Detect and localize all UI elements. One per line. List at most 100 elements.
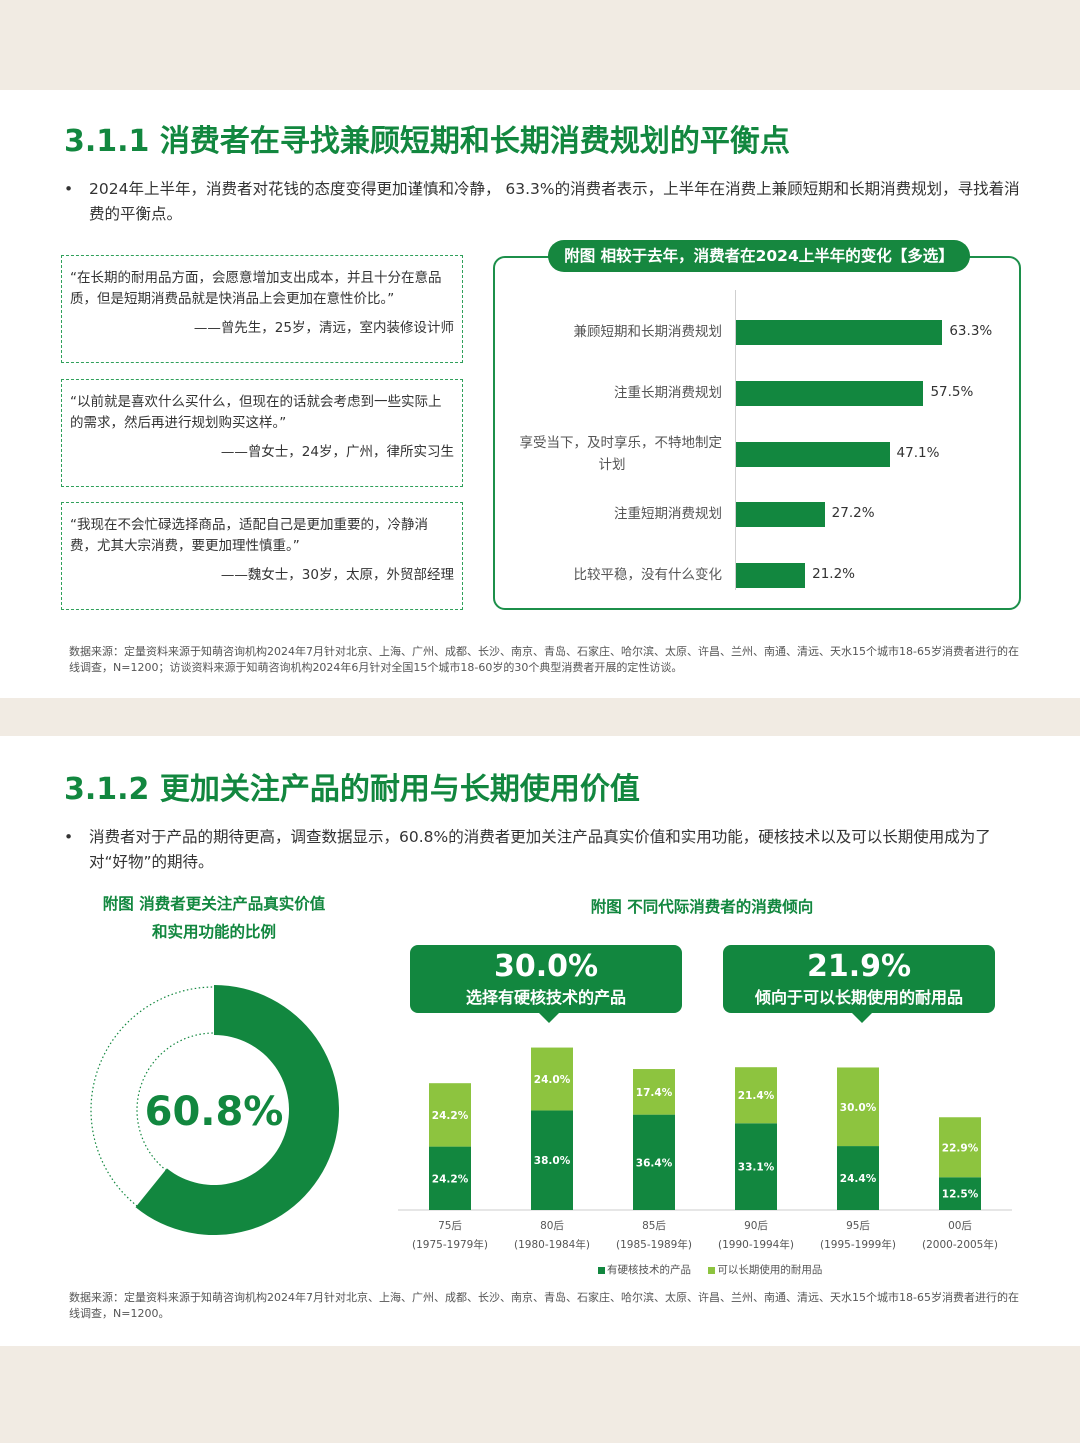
x-tick-label: 85后	[642, 1220, 666, 1232]
data-source-note: 数据来源：定量资料来源于知萌咨询机构2024年7月针对北京、上海、广州、成都、长…	[69, 1291, 1019, 1320]
hbar-category-line: 比较平稳，没有什么变化	[573, 567, 723, 583]
stacked-bar-segment	[939, 1117, 981, 1178]
donut-slice	[135, 985, 339, 1235]
donut-center-label: 60.8%	[145, 1089, 284, 1135]
donut-caption: 附图 消费者更关注产品真实价值 和实用功能的比例	[64, 890, 364, 946]
hbar-category-line: 注重短期消费规划	[614, 506, 722, 522]
segment-value-label: 30.0%	[840, 1102, 877, 1114]
stacked-bar-segment	[837, 1146, 879, 1210]
stacked-bar-segment	[429, 1146, 471, 1210]
stacked-bar-caption: 附图 不同代际消费者的消费倾向	[590, 898, 814, 916]
hbar-category-label: 享受当下，及时享乐，不特地制定计划	[502, 432, 723, 476]
hbar-category-label: 兼顾短期和长期消费规划	[502, 321, 723, 343]
x-tick-label: 00后	[948, 1220, 972, 1232]
stacked-bar-segment	[735, 1067, 777, 1124]
segment-value-label: 21.4%	[738, 1090, 775, 1102]
callout-value: 30.0%	[493, 949, 599, 984]
hbar-value-label: 47.1%	[896, 445, 940, 461]
summary-text: 2024年上半年，消费者对花钱的态度变得更加谨慎和冷静， 63.3%的消费者表示…	[89, 180, 1020, 223]
hbar-value-label: 57.5%	[930, 384, 974, 400]
segment-value-label: 22.9%	[942, 1142, 979, 1154]
slide-2: 3.1.2 更加关注产品的耐用与长期使用价值 • 消费者对于产品的期待更高，调查…	[0, 736, 1080, 1346]
quote-author: ——曾先生，25岁，清远，室内装修设计师	[193, 320, 454, 336]
stacked-bar-segment	[531, 1047, 573, 1111]
quote-text: “我现在不会忙碌选择商品，适配自己是更加重要的，冷静消费，尤其大宗消费，要更加理…	[70, 517, 428, 554]
segment-value-label: 33.1%	[738, 1162, 775, 1174]
callout-value: 21.9%	[806, 949, 912, 984]
bullet-marker: •	[64, 828, 74, 846]
quote-card: “我现在不会忙碌选择商品，适配自己是更加重要的，冷静消费，尤其大宗消费，要更加理…	[61, 502, 463, 610]
page-title: 3.1.2 更加关注产品的耐用与长期使用价值	[64, 772, 640, 807]
segment-value-label: 17.4%	[636, 1087, 673, 1099]
hbar-category-line: 注重长期消费规划	[614, 385, 722, 401]
segment-value-label: 24.2%	[432, 1173, 469, 1185]
hbar-bar	[736, 320, 943, 345]
callout-label: 倾向于可以长期使用的耐用品	[754, 988, 963, 1007]
hbar-bar	[736, 563, 806, 588]
quote-card: “在长期的耐用品方面，会愿意增加支出成本，并且十分在意品质，但是短期消费品就是快…	[61, 255, 463, 363]
stacked-bar-segment	[837, 1067, 879, 1147]
hbar-value-label: 21.2%	[812, 566, 855, 582]
x-tick-sublabel: (1990-1994年)	[718, 1238, 794, 1251]
x-tick-label: 80后	[540, 1220, 564, 1232]
data-source-note: 数据来源：定量资料来源于知萌咨询机构2024年7月针对北京、上海、广州、成都、长…	[69, 645, 1019, 674]
legend-item: 有硬核技术的产品	[598, 1264, 691, 1276]
x-tick-sublabel: (1975-1979年)	[412, 1238, 488, 1251]
stacked-bar-segment	[633, 1069, 675, 1115]
hbar-bar	[736, 442, 890, 467]
hbar-bar	[736, 381, 924, 406]
x-tick-label: 95后	[846, 1220, 870, 1232]
legend-label: 可以长期使用的耐用品	[717, 1264, 823, 1276]
callout-pointer	[852, 1013, 872, 1023]
chart-legend: 有硬核技术的产品 可以长期使用的耐用品	[598, 1262, 836, 1277]
segment-value-label: 12.5%	[942, 1189, 979, 1201]
quote-author: ——曾女士，24岁，广州，律所实习生	[220, 444, 454, 460]
stacked-bar-segment	[429, 1083, 471, 1147]
callout-hardcore-tech: 30.0% 选择有硬核技术的产品	[410, 945, 682, 1023]
donut-caption-line-2: 和实用功能的比例	[151, 923, 276, 941]
summary-text: 消费者对于产品的期待更高，调查数据显示，60.8%的消费者更加关注产品真实价值和…	[89, 828, 991, 871]
x-tick-label: 90后	[744, 1220, 768, 1232]
stacked-bar-segment	[531, 1110, 573, 1210]
hbar-category-line: 计划	[598, 457, 626, 473]
donut-caption-line-1: 附图 消费者更关注产品真实价值	[102, 895, 326, 913]
hbar-bar	[736, 502, 825, 527]
hbar-category-label: 注重长期消费规划	[502, 382, 722, 404]
bullet-marker: •	[64, 180, 74, 198]
quote-text: “在长期的耐用品方面，会愿意增加支出成本，并且十分在意品质，但是短期消费品就是快…	[70, 270, 442, 307]
hbar-category-line: 兼顾短期和长期消费规划	[573, 324, 723, 340]
callout-label: 选择有硬核技术的产品	[465, 988, 626, 1007]
callout-durable-goods: 21.9% 倾向于可以长期使用的耐用品	[723, 945, 995, 1023]
stacked-bar-chart: 24.2% 24.2% 75后 (1975-1979年) 38.0% 24.0% 80后 (1…	[398, 1047, 1012, 1251]
slide-1: 3.1.1 消费者在寻找兼顾短期和长期消费规划的平衡点 • 2024年上半年，消…	[0, 90, 1080, 698]
quote-text: “以前就是喜欢什么买什么，但现在的话就会考虑到一些实际上的需求，然后再进行规划购…	[70, 394, 442, 431]
hbar-value-label: 63.3%	[949, 323, 993, 339]
segment-value-label: 36.4%	[636, 1157, 673, 1169]
callout-pointer	[539, 1013, 559, 1023]
quote-author: ——魏女士，30岁，太原，外贸部经理	[220, 567, 454, 583]
legend-swatch	[598, 1266, 605, 1274]
legend-item: 可以长期使用的耐用品	[708, 1264, 822, 1276]
segment-value-label: 38.0%	[534, 1155, 571, 1167]
x-tick-sublabel: (1985-1989年)	[616, 1238, 692, 1251]
stacked-bar-segment	[735, 1123, 777, 1210]
segment-value-label: 24.2%	[432, 1110, 469, 1122]
x-tick-sublabel: (1980-1984年)	[514, 1238, 590, 1251]
hbar-chart-title: 附图 相较于去年，消费者在2024上半年的变化【多选】	[548, 240, 970, 272]
x-tick-sublabel: (2000-2005年)	[922, 1238, 998, 1251]
segment-value-label: 24.4%	[840, 1173, 877, 1185]
stacked-bar-segment	[633, 1114, 675, 1210]
donut-chart: 60.8%	[90, 985, 339, 1235]
quote-card: “以前就是喜欢什么买什么，但现在的话就会考虑到一些实际上的需求，然后再进行规划购…	[61, 379, 463, 487]
hbar-axis	[735, 290, 736, 590]
stacked-bar-segment	[939, 1177, 981, 1210]
hbar-category-line: 享受当下，及时享乐，不特地制定	[519, 435, 723, 451]
x-tick-label: 75后	[438, 1220, 462, 1232]
page-title: 3.1.1 消费者在寻找兼顾短期和长期消费规划的平衡点	[64, 124, 790, 159]
x-tick-sublabel: (1995-1999年)	[820, 1238, 896, 1251]
hbar-value-label: 27.2%	[831, 505, 875, 521]
legend-swatch	[708, 1266, 716, 1274]
hbar-category-label: 注重短期消费规划	[502, 503, 722, 525]
segment-value-label: 24.0%	[534, 1074, 571, 1086]
hbar-category-label: 比较平稳，没有什么变化	[502, 564, 723, 586]
